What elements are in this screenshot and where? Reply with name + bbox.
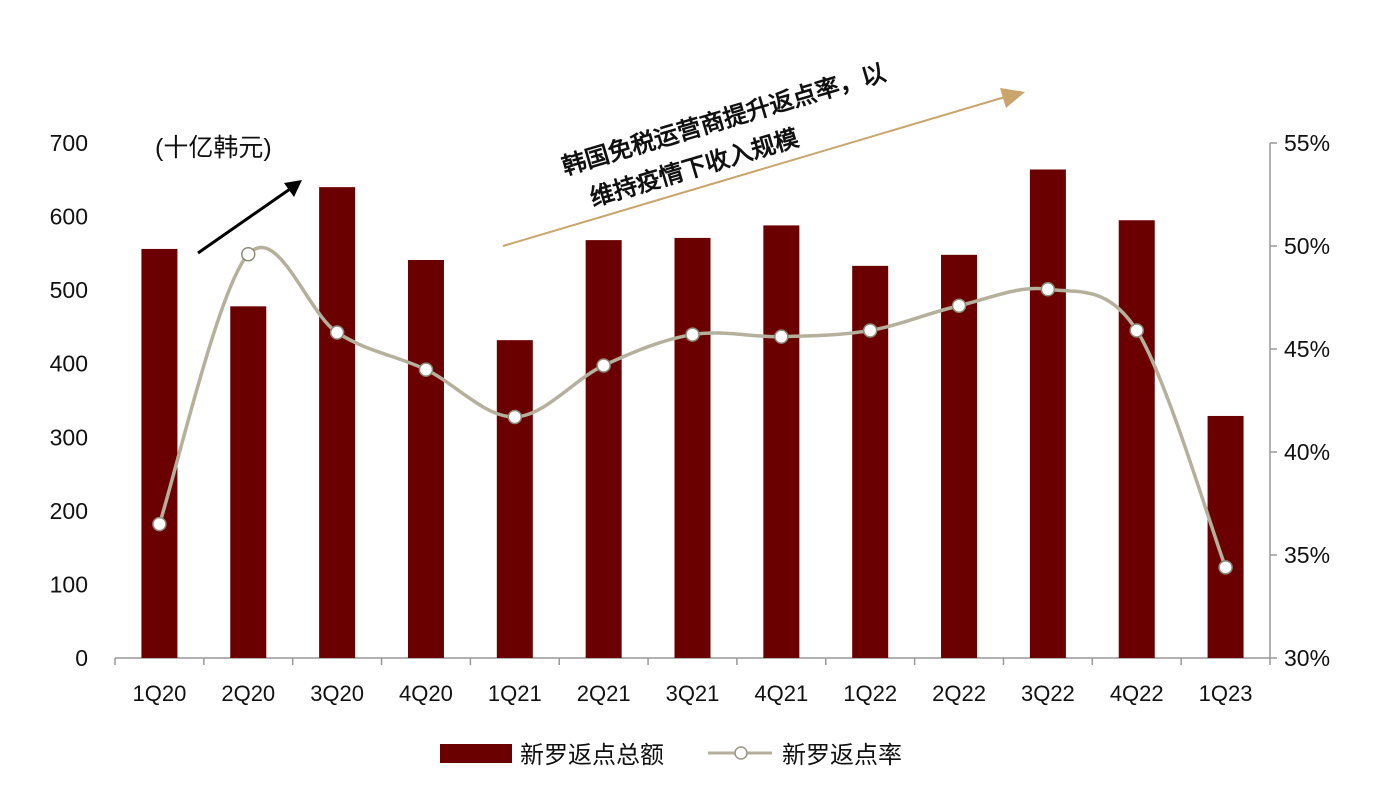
bar (585, 240, 622, 658)
right-y-tick-label: 55% (1284, 130, 1330, 156)
legend-bar-label: 新罗返点总额 (520, 742, 664, 769)
bar (674, 237, 711, 658)
unit-label: (十亿韩元) (155, 134, 272, 162)
left-y-tick-label: 500 (50, 277, 88, 303)
line-point (1129, 323, 1144, 338)
bar (1029, 169, 1066, 658)
line-point (1218, 560, 1233, 575)
bar (496, 340, 533, 658)
legend-bar-swatch (440, 744, 512, 763)
line-point (774, 329, 789, 344)
line-point (862, 323, 878, 338)
bar (1118, 220, 1155, 658)
x-tick-label: 3Q21 (666, 681, 720, 706)
line-series (152, 245, 1233, 575)
line-point (951, 298, 967, 313)
right-y-tick-label: 50% (1284, 233, 1330, 259)
x-tick-label: 4Q21 (754, 681, 808, 706)
left-y-tick-label: 700 (50, 130, 88, 156)
rate-line (157, 245, 1228, 568)
annotation: 韩国免税运营商提升返点率，以 维持疫情下收入规模 (559, 58, 889, 212)
line-point (596, 358, 611, 373)
line-point (329, 325, 345, 340)
left-y-tick-label: 100 (50, 571, 88, 597)
line-point (685, 327, 700, 342)
line-point (152, 516, 167, 532)
x-tick-label: 1Q20 (133, 681, 187, 706)
x-tick-label: 1Q23 (1199, 681, 1253, 706)
right-y-tick-label: 45% (1284, 336, 1330, 362)
x-tick-label: 1Q21 (488, 681, 542, 706)
x-tick-label: 1Q22 (843, 681, 897, 706)
x-tick-label: 3Q20 (310, 681, 364, 706)
line-point (1040, 282, 1056, 297)
bar (763, 225, 800, 658)
left-y-tick-label: 200 (50, 498, 88, 524)
x-tick-label: 2Q20 (221, 681, 275, 706)
right-y-tick-label: 35% (1284, 542, 1330, 568)
legend-marker-icon (734, 746, 748, 760)
black-arrow (197, 180, 302, 255)
bar-series (141, 169, 1244, 659)
left-y-tick-label: 600 (50, 204, 88, 230)
left-y-tick-label: 400 (50, 351, 88, 377)
left-y-tick-label: 300 (50, 424, 88, 450)
right-y-tick-label: 30% (1284, 645, 1330, 671)
axes: 1Q20 2Q20 3Q20 4Q20 1Q21 2Q21 3Q21 4Q21 1Q22 2Q22… (50, 130, 1330, 706)
orange-arrow (502, 88, 1025, 247)
bar (141, 248, 178, 658)
bar (941, 254, 978, 659)
right-y-tick-label: 40% (1284, 439, 1330, 465)
line-point (241, 246, 256, 262)
x-tick-label: 2Q22 (932, 681, 986, 706)
bar (230, 306, 267, 658)
x-tick-label: 3Q22 (1021, 681, 1075, 706)
x-tick-label: 4Q22 (1110, 681, 1164, 706)
bar (1207, 415, 1244, 658)
x-tick-label: 4Q20 (399, 681, 453, 706)
bar (407, 259, 444, 658)
bar (319, 187, 356, 658)
legend-line-label: 新罗返点率 (782, 742, 902, 769)
x-tick-label: 2Q21 (577, 681, 631, 706)
line-point (418, 362, 434, 377)
line-point (507, 409, 523, 425)
legend: 新罗返点总额 新罗返点率 (440, 742, 902, 769)
left-y-tick-label: 0 (75, 645, 88, 671)
